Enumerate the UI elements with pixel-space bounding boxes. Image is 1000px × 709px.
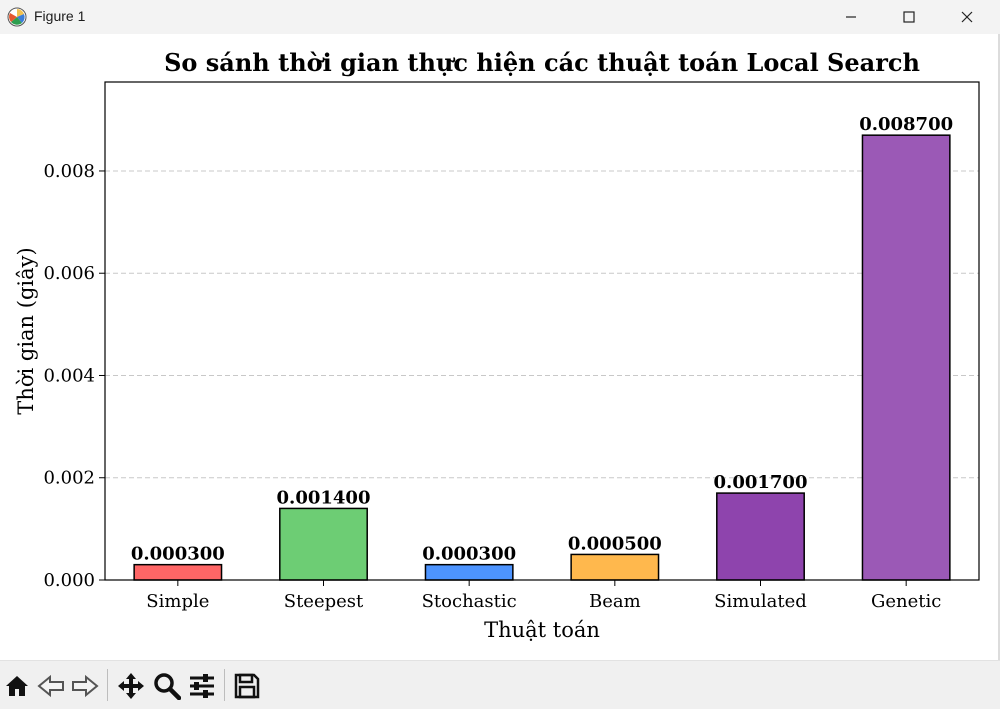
back-icon — [37, 674, 64, 698]
maximize-icon — [903, 11, 915, 23]
y-tick-label: 0.006 — [43, 263, 95, 284]
configure-subplots-button[interactable] — [187, 671, 217, 701]
close-button[interactable] — [938, 0, 996, 34]
bar-stochastic — [424, 563, 514, 581]
configure-subplots-icon — [190, 674, 214, 698]
chart-title: So sánh thời gian thực hiện các thuật to… — [164, 48, 920, 77]
x-axis-ticks: Simple Steepest Stochastic Beam Simulated Gen… — [146, 580, 941, 612]
zoom-button[interactable] — [152, 671, 182, 701]
forward-icon — [72, 674, 99, 698]
bar-steepest — [279, 507, 368, 581]
minimize-icon — [846, 16, 856, 18]
navigation-toolbar — [0, 660, 1000, 709]
x-tick-label: Simple — [146, 591, 209, 612]
x-tick-label: Simulated — [714, 591, 807, 612]
bar-value-label: 0.008700 — [859, 114, 953, 135]
pan-icon — [118, 673, 144, 699]
y-axis-ticks: 0.000 0.002 0.004 0.006 0.008 — [43, 161, 105, 591]
window-title: Figure 1 — [34, 8, 86, 24]
x-tick-label: Genetic — [871, 591, 941, 612]
home-icon — [6, 676, 28, 696]
y-tick-label: 0.004 — [43, 365, 95, 386]
plot-area-frame — [104, 81, 980, 581]
bar-value-label: 0.000300 — [422, 544, 516, 565]
bar-value-labels: 0.000300 0.001400 0.000300 0.000500 0.001700… — [131, 114, 953, 564]
gridlines — [105, 170, 979, 479]
home-button[interactable] — [2, 671, 32, 701]
bar-value-label: 0.000300 — [131, 544, 225, 565]
x-tick-label: Steepest — [284, 591, 364, 612]
bar-chart: So sánh thời gian thực hiện các thuật to… — [14, 48, 980, 642]
y-tick-label: 0.002 — [43, 468, 95, 489]
maximize-button[interactable] — [880, 0, 938, 34]
close-icon — [961, 11, 973, 23]
zoom-icon — [154, 673, 181, 700]
y-axis-label: Thời gian (giây) — [14, 247, 38, 414]
y-tick-label: 0.000 — [43, 570, 95, 591]
window-border — [998, 34, 1000, 660]
forward-button[interactable] — [70, 671, 100, 701]
bar-beam — [570, 553, 660, 581]
figure-canvas: So sánh thời gian thực hiện các thuật to… — [0, 34, 1000, 660]
bars — [133, 134, 951, 581]
minimize-button[interactable] — [822, 0, 880, 34]
bar-value-label: 0.000500 — [568, 533, 662, 554]
pan-button[interactable] — [116, 671, 146, 701]
toolbar-separator — [107, 669, 108, 701]
bar-value-label: 0.001400 — [277, 487, 371, 508]
x-tick-label: Beam — [589, 591, 641, 612]
toolbar-separator — [224, 669, 225, 701]
matplotlib-app-icon — [7, 7, 27, 27]
save-icon — [234, 673, 260, 699]
save-button[interactable] — [232, 671, 262, 701]
y-tick-label: 0.008 — [43, 161, 95, 182]
bar-simulated — [716, 492, 805, 581]
back-button[interactable] — [36, 671, 66, 701]
window-titlebar: Figure 1 — [0, 0, 1000, 34]
bar-simple — [133, 563, 223, 581]
x-axis-label: Thuật toán — [484, 618, 600, 642]
x-tick-label: Stochastic — [422, 591, 517, 612]
bar-genetic — [861, 134, 951, 581]
bar-value-label: 0.001700 — [714, 472, 808, 493]
